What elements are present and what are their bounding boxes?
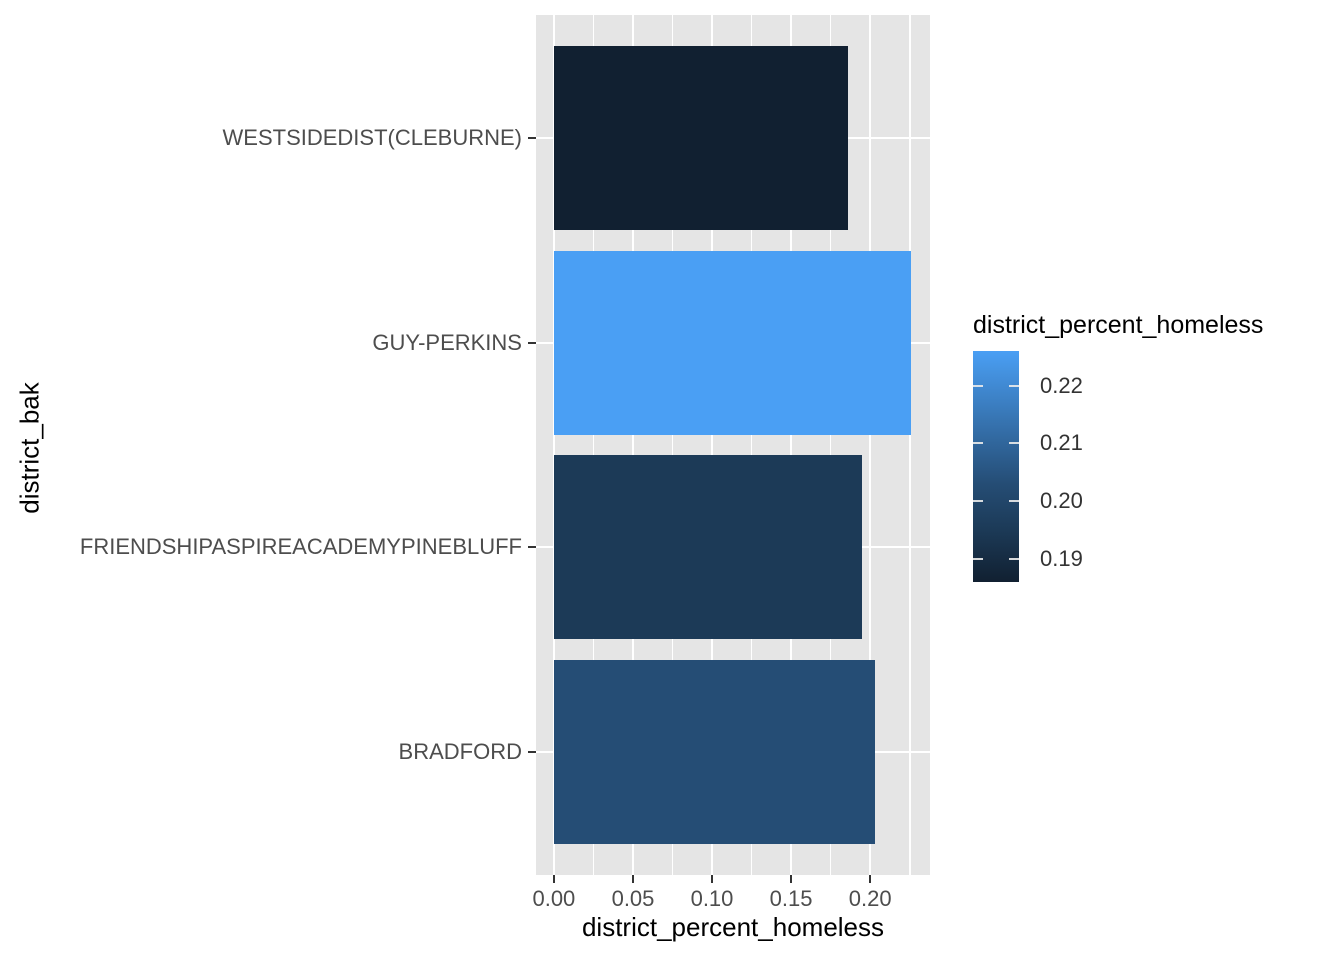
x-minor-gridline bbox=[909, 15, 911, 875]
x-major-gridline bbox=[869, 15, 872, 875]
bar bbox=[553, 660, 875, 845]
y-tick-label: FRIENDSHIPASPIREACADEMYPINEBLUFF bbox=[79, 534, 522, 560]
legend-title: district_percent_homeless bbox=[973, 311, 1264, 339]
bar bbox=[553, 45, 848, 230]
legend-tick bbox=[973, 557, 983, 560]
y-tick-label: WESTSIDEDIST(CLEBURNE) bbox=[222, 124, 522, 150]
y-axis-tick bbox=[528, 546, 536, 549]
y-tick-label: BRADFORD bbox=[398, 739, 522, 765]
legend-tick bbox=[1009, 442, 1019, 445]
legend-tick-label: 0.20 bbox=[1040, 488, 1083, 514]
legend-gradient-bar bbox=[973, 351, 1019, 582]
legend-tick bbox=[1009, 557, 1019, 560]
legend-tick bbox=[1009, 500, 1019, 503]
x-axis-tick bbox=[711, 875, 713, 883]
y-axis-tick bbox=[528, 751, 536, 754]
x-major-gridline bbox=[552, 15, 555, 875]
y-tick-label: GUY-PERKINS bbox=[372, 329, 522, 355]
x-minor-gridline bbox=[671, 15, 674, 875]
x-tick-label: 0.05 bbox=[611, 886, 655, 911]
legend-tick bbox=[973, 442, 983, 445]
x-axis-tick bbox=[869, 875, 872, 883]
x-axis-tick bbox=[632, 875, 634, 883]
legend-tick-label: 0.21 bbox=[1040, 430, 1083, 456]
x-tick-label: 0.20 bbox=[848, 886, 892, 911]
legend-tick-label: 0.19 bbox=[1040, 545, 1083, 571]
x-minor-gridline bbox=[750, 15, 753, 875]
y-axis-tick bbox=[528, 341, 536, 344]
x-major-gridline bbox=[790, 15, 793, 875]
legend-tick-label: 0.22 bbox=[1040, 372, 1083, 398]
x-major-gridline bbox=[711, 15, 713, 875]
x-axis-tick bbox=[790, 875, 793, 883]
plot-panel bbox=[536, 15, 930, 875]
legend-tick bbox=[973, 384, 983, 387]
y-axis-tick bbox=[528, 136, 536, 139]
bar bbox=[553, 250, 912, 435]
x-axis-tick bbox=[552, 875, 555, 883]
legend-tick bbox=[973, 500, 983, 503]
x-minor-gridline bbox=[829, 15, 832, 875]
x-tick-label: 0.00 bbox=[532, 886, 576, 911]
x-tick-label: 0.10 bbox=[690, 886, 734, 911]
x-axis-title: district_percent_homeless bbox=[581, 912, 885, 942]
x-major-gridline bbox=[632, 15, 634, 875]
x-minor-gridline bbox=[592, 15, 595, 875]
bar bbox=[553, 455, 863, 640]
x-tick-label: 0.15 bbox=[769, 886, 813, 911]
legend-tick bbox=[1009, 384, 1019, 387]
y-axis-title: district_bak bbox=[14, 382, 45, 514]
